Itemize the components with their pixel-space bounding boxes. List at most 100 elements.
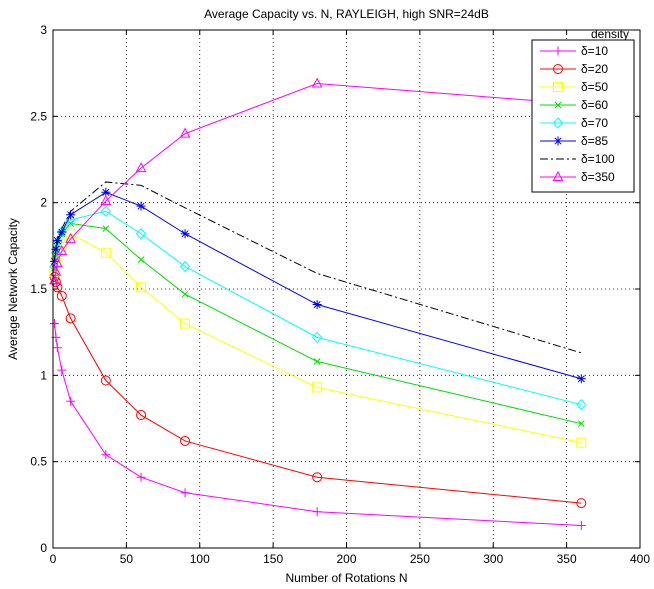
x-axis-label: Number of Rotations N <box>285 571 407 585</box>
x-tick-label: 250 <box>410 552 430 566</box>
legend-item: δ=20 <box>540 62 608 76</box>
marker-x <box>181 290 189 298</box>
marker-asterisk <box>66 210 76 220</box>
marker-triangle <box>65 232 76 243</box>
marker-plus <box>576 521 586 531</box>
legend-item: δ=50 <box>540 80 608 94</box>
marker-asterisk <box>180 229 190 239</box>
legend-title: density <box>591 27 629 41</box>
series-line <box>53 191 582 380</box>
legend-item: δ=100 <box>540 152 615 166</box>
marker-plus <box>52 343 62 353</box>
marker-plus <box>553 46 563 56</box>
legend-label: δ=70 <box>581 116 608 130</box>
x-tick-label: 400 <box>630 552 650 566</box>
marker-triangle <box>179 127 191 138</box>
marker-triangle <box>56 244 68 256</box>
x-tick-label: 200 <box>336 552 356 566</box>
marker-circle <box>553 64 563 74</box>
marker-asterisk <box>49 256 59 266</box>
marker-square <box>312 382 323 393</box>
legend-label: δ=350 <box>581 170 615 184</box>
marker-plus <box>49 319 59 329</box>
legend-item: δ=60 <box>540 98 608 112</box>
marker-square <box>180 318 191 329</box>
y-tick-label: 1.5 <box>30 282 47 296</box>
legend-box <box>531 39 635 193</box>
axes <box>52 29 641 549</box>
marker-square <box>576 437 587 448</box>
marker-triangle <box>50 265 62 276</box>
legend-item: δ=10 <box>540 44 608 58</box>
marker-x <box>313 358 321 365</box>
marker-circle <box>49 271 60 282</box>
x-tick-label: 100 <box>190 552 210 566</box>
legend-items: δ=10 δ=20 δ=50 δ=60 δ=70 δ=85 δ=100 δ=350 <box>540 44 615 184</box>
series-δ=10 <box>49 319 586 531</box>
x-tick-label: 350 <box>557 552 577 566</box>
marker-plus <box>136 472 146 482</box>
legend-label: δ=10 <box>581 44 608 58</box>
y-tick-label: 0.5 <box>30 455 47 469</box>
marker-circle <box>65 313 76 324</box>
legend-label: δ=85 <box>581 134 608 148</box>
legend-label: δ=20 <box>581 62 608 76</box>
marker-x <box>554 101 562 109</box>
x-tick-label: 150 <box>263 552 283 566</box>
marker-circle <box>136 410 147 421</box>
series-line <box>53 323 582 527</box>
series-line <box>53 276 582 504</box>
legend-label: δ=50 <box>581 80 608 94</box>
marker-x <box>137 256 145 264</box>
x-tick-label: 50 <box>120 552 134 566</box>
x-tick-label: 300 <box>483 552 503 566</box>
series-layer <box>49 77 587 531</box>
marker-asterisk <box>136 201 146 211</box>
y-tick-label: 2.5 <box>30 109 47 123</box>
marker-circle <box>312 472 323 483</box>
marker-triangle <box>552 170 564 181</box>
y-tick-label: 0 <box>40 541 47 555</box>
marker-diamond <box>311 331 323 344</box>
marker-diamond <box>552 117 564 129</box>
marker-plus <box>101 450 111 460</box>
y-axis-label: Average Network Capacity <box>6 218 20 360</box>
marker-square <box>553 82 563 92</box>
y-tick-label: 1 <box>40 368 47 382</box>
marker-square <box>100 247 111 258</box>
marker-triangle <box>100 194 112 205</box>
marker-asterisk <box>51 244 61 254</box>
marker-diamond <box>135 227 147 240</box>
marker-plus <box>180 488 190 498</box>
chart-title: Average Capacity vs. N, RAYLEIGH, high S… <box>204 7 489 21</box>
legend-item: δ=85 <box>540 134 608 148</box>
tick-labels: 0 50 100 150 200 250 300 350 400 0 0.5 1 1.5 2 2.5 3 <box>30 23 650 566</box>
marker-triangle <box>311 77 323 88</box>
x-tick-label: 0 <box>50 552 57 566</box>
y-tick-label: 3 <box>40 23 47 37</box>
marker-triangle <box>49 274 60 285</box>
series-δ=350 <box>49 77 587 285</box>
marker-diamond <box>179 260 191 273</box>
legend-label: δ=60 <box>581 98 608 112</box>
marker-x <box>102 225 110 232</box>
marker-square <box>136 282 147 293</box>
series-line <box>53 181 582 354</box>
marker-plus <box>57 365 67 375</box>
marker-asterisk <box>57 227 67 237</box>
marker-diamond <box>100 205 112 218</box>
legend: density δ=10 δ=20 δ=50 δ=60 δ=70 δ=85 δ=100 δ=3… <box>531 27 635 193</box>
marker-diamond <box>56 226 67 238</box>
legend-item: δ=70 <box>540 116 608 130</box>
marker-triangle <box>52 257 63 268</box>
series-δ=100 <box>53 181 582 354</box>
legend-item: δ=350 <box>540 170 615 184</box>
marker-circle <box>56 290 67 301</box>
marker-plus <box>66 396 76 406</box>
marker-x <box>67 220 74 227</box>
axes-box <box>52 29 641 549</box>
marker-asterisk <box>576 374 586 384</box>
legend-label: δ=100 <box>581 152 615 166</box>
marker-circle <box>576 498 587 509</box>
